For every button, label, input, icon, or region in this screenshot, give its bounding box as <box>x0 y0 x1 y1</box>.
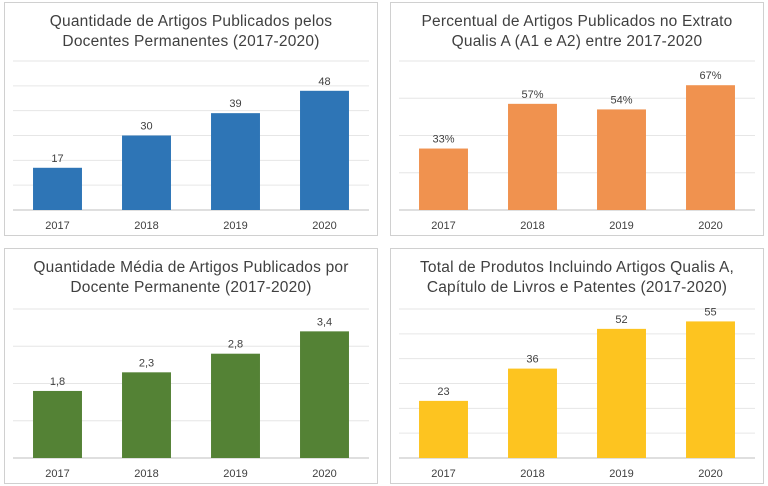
x-tick-label: 2018 <box>520 468 544 480</box>
data-label: 55 <box>704 306 716 318</box>
x-tick-label: 2018 <box>520 220 544 232</box>
bar-2019 <box>211 113 260 210</box>
data-label: 48 <box>318 76 330 88</box>
bar-2017 <box>33 167 82 210</box>
bar-2018 <box>508 368 557 458</box>
bar-2019 <box>597 328 646 458</box>
data-label: 23 <box>437 386 449 398</box>
x-tick-label: 2017 <box>45 468 69 480</box>
data-label: 30 <box>140 121 152 133</box>
chart-panel-total-produtos: Total de Produtos Incluindo Artigos Qual… <box>390 248 764 484</box>
bar-2019 <box>211 353 260 458</box>
data-label: 39 <box>229 98 241 110</box>
bar-chart-svg: 17 2017 30 2018 39 2019 48 2020 <box>13 60 369 232</box>
x-tick-label: 2017 <box>45 220 69 232</box>
bar-2017 <box>419 400 468 458</box>
chart-panel-media-artigos: Quantidade Média de Artigos Publicados p… <box>4 248 378 484</box>
data-label: 54% <box>610 94 632 106</box>
data-label: 2,3 <box>139 357 154 369</box>
data-label: 1,8 <box>50 376 65 388</box>
data-label: 3,4 <box>317 316 332 328</box>
bar-2018 <box>508 103 557 210</box>
x-tick-label: 2018 <box>134 220 158 232</box>
data-label: 17 <box>51 153 63 165</box>
bar-2020 <box>300 331 349 458</box>
x-tick-label: 2017 <box>431 220 455 232</box>
bar-2018 <box>122 372 171 458</box>
data-label: 2,8 <box>228 339 243 351</box>
data-label: 67% <box>699 70 721 82</box>
x-tick-label: 2020 <box>698 468 722 480</box>
bar-2018 <box>122 135 171 210</box>
x-tick-label: 2018 <box>134 468 158 480</box>
bar-2020 <box>686 85 735 210</box>
bar-chart-svg: 1,8 2017 2,3 2018 2,8 2019 3,4 2020 <box>13 308 369 480</box>
x-tick-label: 2019 <box>609 220 633 232</box>
x-tick-label: 2017 <box>431 468 455 480</box>
chart-panel-percentual-qualis-a: Percentual de Artigos Publicados no Extr… <box>390 2 764 236</box>
bar-chart-svg: 33% 2017 57% 2018 54% 2019 67% 2020 <box>399 60 755 232</box>
bar-2017 <box>419 148 468 210</box>
chart-panel-artigos-publicados: Quantidade de Artigos Publicados pelos D… <box>4 2 378 236</box>
x-tick-label: 2019 <box>223 468 247 480</box>
bar-chart-svg: 23 2017 36 2018 52 2019 55 2020 <box>399 306 755 480</box>
data-label: 57% <box>521 89 543 101</box>
bar-2020 <box>686 321 735 458</box>
data-label: 52 <box>615 314 627 326</box>
x-tick-label: 2020 <box>312 220 336 232</box>
bar-2017 <box>33 390 82 458</box>
x-tick-label: 2019 <box>609 468 633 480</box>
x-tick-label: 2020 <box>698 220 722 232</box>
x-tick-label: 2019 <box>223 220 247 232</box>
data-label: 33% <box>432 134 454 146</box>
bar-2020 <box>300 90 349 210</box>
bar-2019 <box>597 109 646 210</box>
x-tick-label: 2020 <box>312 468 336 480</box>
data-label: 36 <box>526 354 538 366</box>
